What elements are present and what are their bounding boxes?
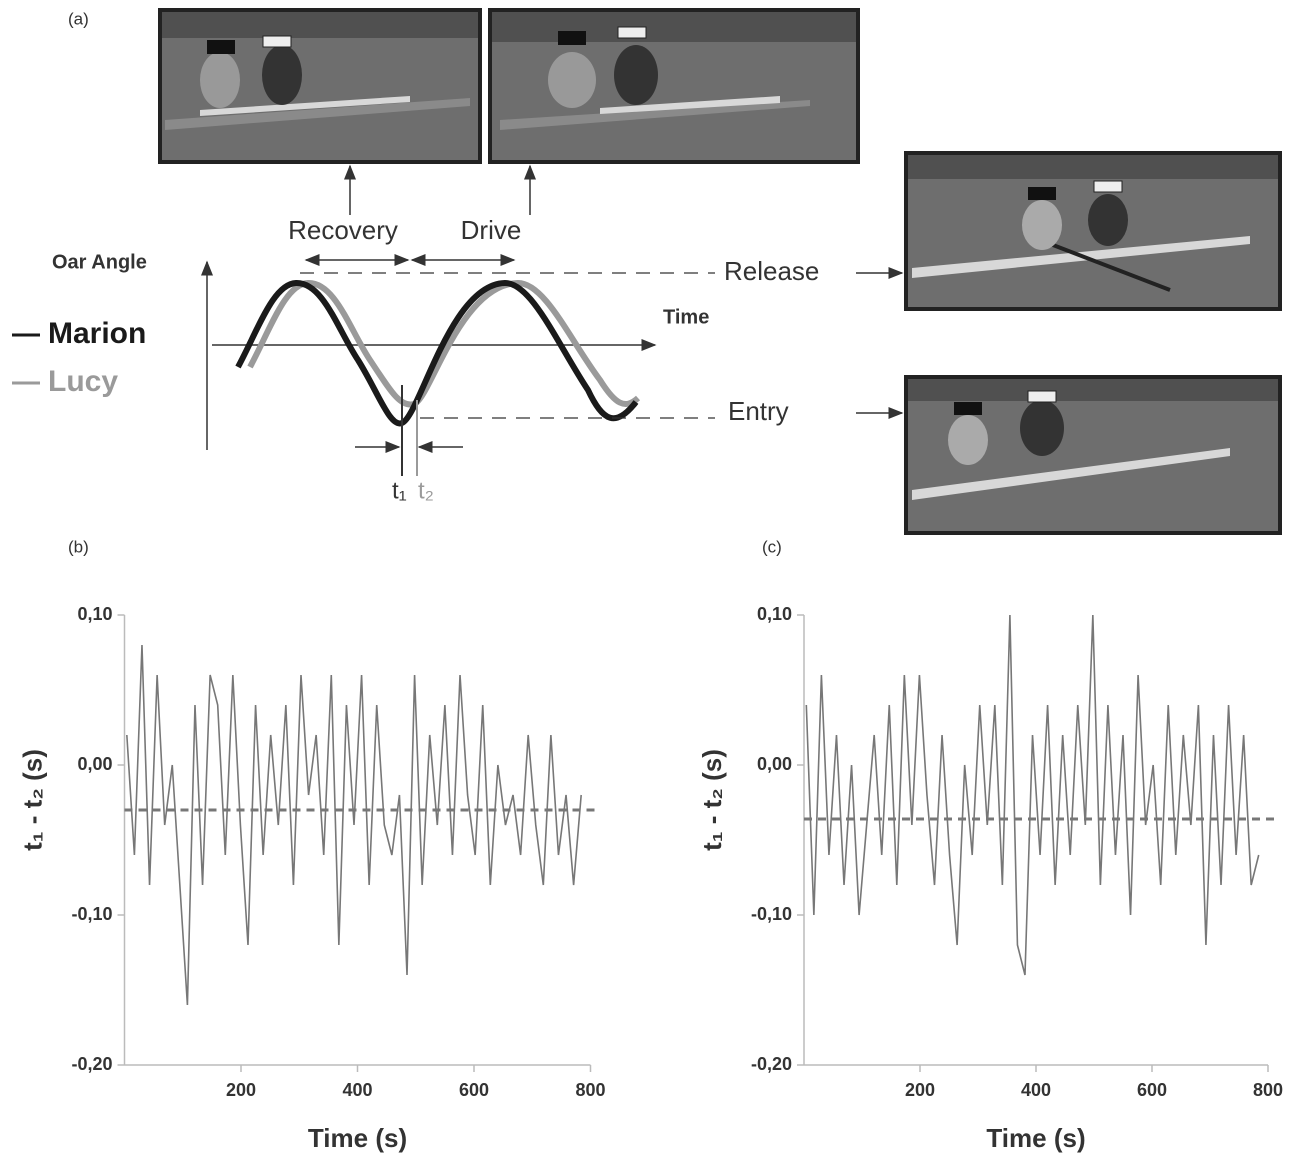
- event-label: Release: [724, 256, 819, 286]
- x-axis-label: Time (s): [986, 1123, 1085, 1153]
- schematic: [201, 164, 904, 476]
- phase-label: Recovery: [288, 215, 398, 245]
- x-tick-label: 200: [226, 1080, 256, 1100]
- phase-label: Drive: [461, 215, 522, 245]
- y-axis-label: Oar Angle: [52, 251, 147, 273]
- x-tick-label: 400: [342, 1080, 372, 1100]
- y-tick-label: 0,00: [757, 754, 792, 774]
- legend-label: Marion: [48, 317, 146, 350]
- y-tick-label: -0,20: [71, 1054, 112, 1074]
- x-tick-label: 800: [1253, 1080, 1283, 1100]
- y-axis-label: t₁ - t₂ (s): [697, 749, 727, 851]
- x-tick-label: 800: [575, 1080, 605, 1100]
- charts: (b) 0,10 0,00 -0,10 -0,20 200 400 600 800 Time (s…: [17, 537, 1283, 1152]
- y-tick-label: 0,00: [77, 754, 112, 774]
- x-tick-label: 600: [459, 1080, 489, 1100]
- x-axis-label: Time (s): [308, 1123, 407, 1153]
- x-tick-label: 400: [1021, 1080, 1051, 1100]
- photo-entry: [904, 375, 1282, 535]
- x-axis-label: Time: [663, 306, 709, 328]
- y-tick-label: 0,10: [77, 604, 112, 624]
- marker-label: t₁: [392, 477, 407, 504]
- photo-drive: [488, 8, 860, 164]
- y-tick-label: -0,10: [751, 904, 792, 924]
- y-tick-label: -0,20: [751, 1054, 792, 1074]
- x-tick-label: 200: [905, 1080, 935, 1100]
- legend: Marion Lucy: [12, 317, 146, 398]
- panel-label: (a): [68, 9, 89, 28]
- data-line: [805, 614, 1260, 976]
- y-axis-label: t₁ - t₂ (s): [17, 749, 47, 851]
- data-line: [126, 644, 582, 1006]
- photo-recovery: [158, 8, 482, 164]
- marker-label: t₂: [418, 477, 434, 504]
- y-tick-label: -0,10: [71, 904, 112, 924]
- panel-label: (c): [762, 537, 782, 556]
- panel-label: (b): [68, 537, 89, 556]
- event-label: Entry: [728, 396, 789, 426]
- y-tick-label: 0,10: [757, 604, 792, 624]
- legend-label: Lucy: [48, 365, 118, 398]
- photo-release: [904, 151, 1282, 311]
- marion-curve: [235, 279, 639, 427]
- x-tick-label: 600: [1137, 1080, 1167, 1100]
